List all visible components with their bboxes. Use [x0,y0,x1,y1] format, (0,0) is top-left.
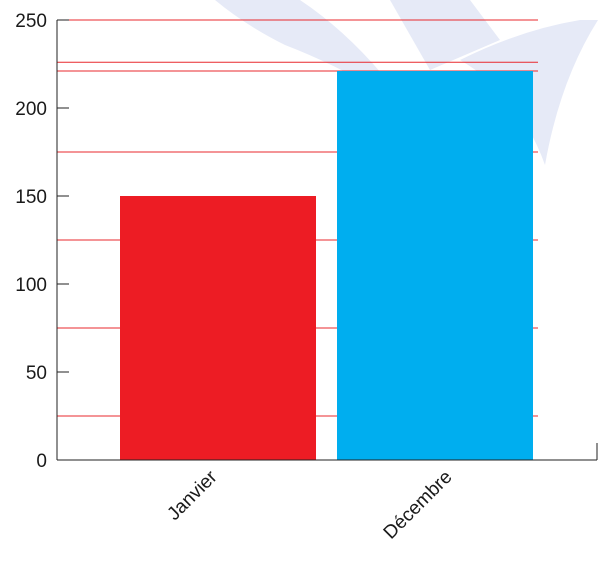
y-tick-label-100: 100 [15,275,47,296]
y-tick-label-0: 0 [36,451,47,472]
x-axis-labels: Janvier Décembre [163,466,456,543]
bars [120,71,533,460]
y-tick-label-50: 50 [26,363,47,384]
y-tick-label-250: 250 [15,11,47,32]
axes [56,20,598,461]
bar-janvier [120,196,316,460]
x-tick-label-janvier: Janvier [163,466,222,525]
y-axis-ticks: 0 50 100 150 200 250 [15,11,69,472]
y-tick-label-150: 150 [15,187,47,208]
x-tick-label-d-cembre: Décembre [380,467,457,544]
bar-d-cembre [337,71,533,460]
watermark-swoosh-upper [215,0,410,110]
watermark-swoosh-top [390,0,500,70]
y-tick-label-200: 200 [15,99,47,120]
